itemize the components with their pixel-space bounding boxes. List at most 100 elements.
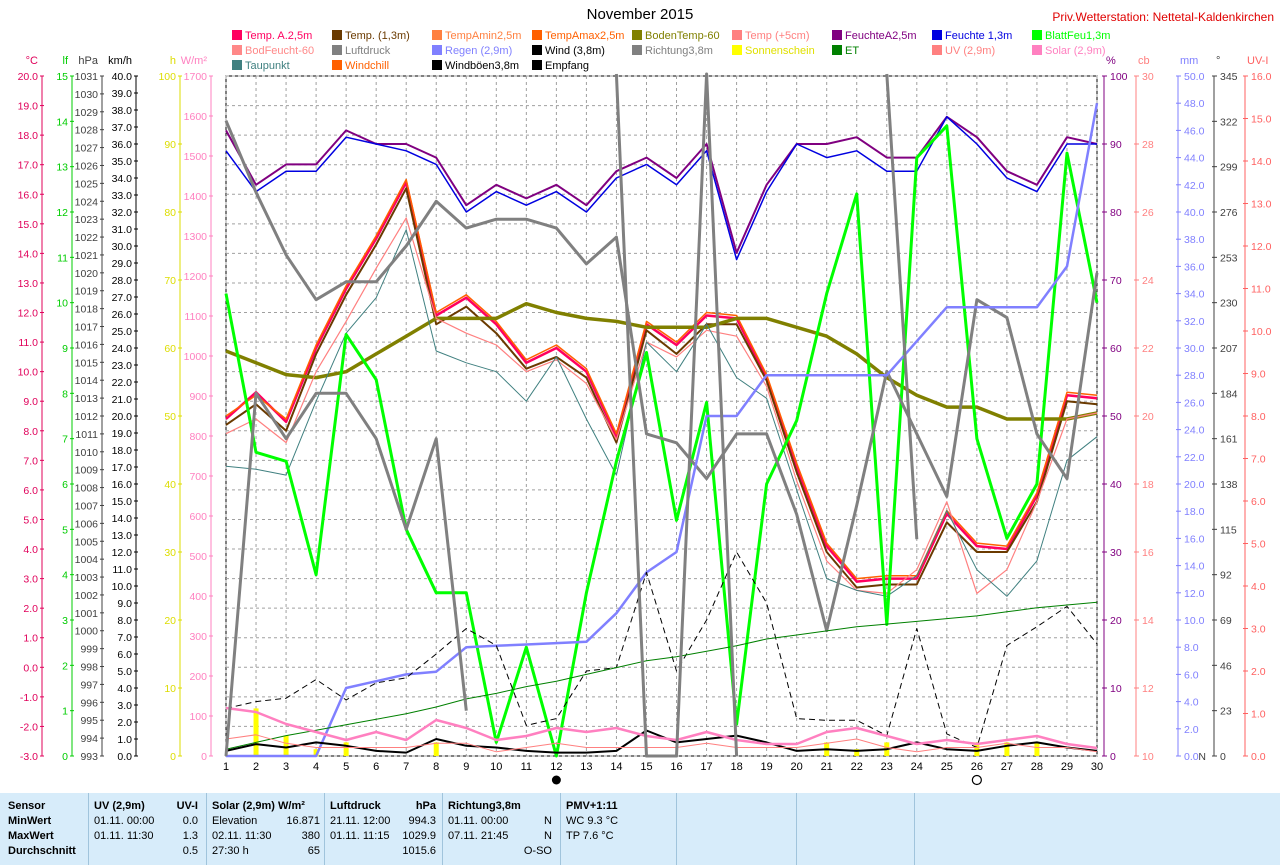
y-tick-label: 70: [1110, 275, 1122, 287]
y-tick-label: 4.0: [23, 544, 38, 556]
legend-swatch: [332, 60, 342, 70]
legend-label: BlattFeu1,3m: [1045, 30, 1111, 42]
y-tick-label: 69: [1220, 615, 1232, 627]
y-tick-label: 32.0: [112, 207, 133, 219]
y-tick-label: 7.0: [23, 455, 38, 467]
sunshine-bar: [253, 708, 259, 756]
y-axis-unit-label: °C: [26, 55, 38, 67]
stats-direction-max-value: N: [544, 830, 552, 842]
y-tick-label: 1011: [75, 429, 98, 441]
y-tick-label: 11.0: [18, 337, 38, 349]
y-tick-label: 7: [62, 434, 68, 446]
legend-swatch: [232, 45, 242, 55]
y-tick-label: 1015: [75, 357, 99, 369]
series-line: [225, 706, 1098, 750]
full-moon-icon: [971, 774, 982, 786]
y-tick-label: 20.0: [18, 71, 39, 83]
stats-direction-avg-value: O-SO: [523, 845, 552, 857]
series-line: [225, 181, 1098, 583]
y-tick-label: 9.0: [117, 598, 132, 610]
x-tick-label: 15: [640, 761, 652, 773]
y-tick-label: 42.0: [1184, 180, 1205, 192]
y-tick-label: 1700: [184, 71, 208, 83]
legend-item: TempAmax2,5m: [532, 30, 624, 42]
legend-item: Regen (2,9m): [432, 45, 512, 57]
series-line: [225, 601, 1098, 750]
y-tick-label: 1029: [75, 107, 99, 119]
y-tick-label: 36.0: [112, 139, 133, 151]
y-tick-label: 30.0: [112, 241, 133, 253]
y-tick-label: 1.0: [23, 633, 38, 645]
y-tick-label: 60: [164, 343, 176, 355]
y-tick-label: 32.0: [1184, 316, 1205, 328]
series-line: [225, 187, 1098, 589]
legend-swatch: [832, 30, 842, 40]
y-tick-label: 10.0: [1184, 615, 1205, 627]
y-tick-label: 20: [1142, 411, 1154, 423]
y-tick-label: 12.0: [18, 308, 39, 320]
legend-item: Temp. A.2,5m: [232, 30, 312, 42]
y-tick-label: 18.0: [112, 445, 133, 457]
x-tick-label: 14: [610, 761, 622, 773]
y-tick-label: 1600: [184, 111, 208, 123]
y-tick-label: 996: [80, 697, 98, 709]
y-tick-label: 14.0: [18, 248, 39, 260]
legend-label: Feuchte 1,3m: [945, 30, 1013, 42]
y-tick-label: -2.0: [20, 721, 38, 733]
y-tick-label: 1023: [75, 214, 99, 226]
stats-uv-avg-value: 0.5: [182, 845, 198, 857]
y-tick-label: 100: [158, 71, 176, 83]
legend-swatch: [232, 60, 242, 70]
series-line: [226, 102, 1099, 758]
legend-label: Temp. A.2,5m: [245, 30, 313, 42]
y-tick-label: 40: [164, 479, 176, 491]
y-tick-label: 1500: [184, 151, 208, 163]
station-name: Priv.Wetterstation: Nettetal-Kaldenkirch…: [1052, 10, 1274, 24]
y-tick-label: 100: [189, 711, 207, 723]
y-tick-label: 1000: [184, 351, 208, 363]
y-tick-label: 40.0: [112, 71, 133, 83]
y-tick-label: 50: [164, 411, 176, 423]
y-tick-label: 400: [189, 591, 207, 603]
series-group: [226, 102, 1099, 758]
y-tick-label: 70: [164, 275, 176, 287]
y-tick-label: 276: [1220, 207, 1238, 219]
stats-pmv-extra: [566, 844, 670, 859]
y-tick-label: 14.0: [1251, 156, 1272, 168]
y-tick-label: 92: [1220, 570, 1232, 582]
stats-solar-avg-time: 27:30 h: [212, 845, 249, 857]
y-tick-label: 40: [1110, 479, 1122, 491]
series-group: [225, 734, 1098, 753]
y-tick-label: 30: [1142, 71, 1154, 83]
y-tick-label: 6.0: [1184, 669, 1199, 681]
legend-item: Windchill: [332, 60, 389, 72]
stats-uv-max-value: 1.3: [182, 830, 198, 842]
x-tick-label: 26: [971, 761, 983, 773]
stats-divider: [324, 793, 325, 865]
y-tick-label: 2: [62, 660, 68, 672]
legend-item: FeuchteA2,5m: [832, 30, 917, 42]
y-axis-unit-label: km/h: [108, 55, 132, 67]
y-tick-label: 900: [189, 391, 207, 403]
y-tick-label: 10: [1142, 751, 1154, 763]
legend-swatch: [632, 30, 642, 40]
x-tick-label: 1: [223, 761, 229, 773]
series-group: [224, 124, 1099, 758]
y-axis-unit-label: W/m²: [181, 55, 208, 67]
legend-item: Wind (3,8m): [532, 45, 605, 57]
y-tick-label: 5: [62, 524, 68, 536]
x-tick-label: 17: [700, 761, 712, 773]
y-tick-label: 10.0: [112, 581, 133, 593]
stats-uv-min-value: 0.0: [182, 815, 198, 827]
series-group: [225, 181, 1098, 583]
stats-uv-header: UV (2,9m): [94, 800, 145, 812]
x-tick-label: 18: [730, 761, 742, 773]
legend-swatch: [932, 30, 942, 40]
series-line: [225, 301, 1098, 421]
y-tick-label: 10.0: [1251, 326, 1272, 338]
legend-item: Feuchte 1,3m: [932, 30, 1012, 42]
y-tick-label: 1100: [184, 311, 207, 323]
y-tick-label: 4.0: [117, 683, 132, 695]
y-tick-label: 34.0: [1184, 289, 1205, 301]
legend-swatch: [332, 45, 342, 55]
